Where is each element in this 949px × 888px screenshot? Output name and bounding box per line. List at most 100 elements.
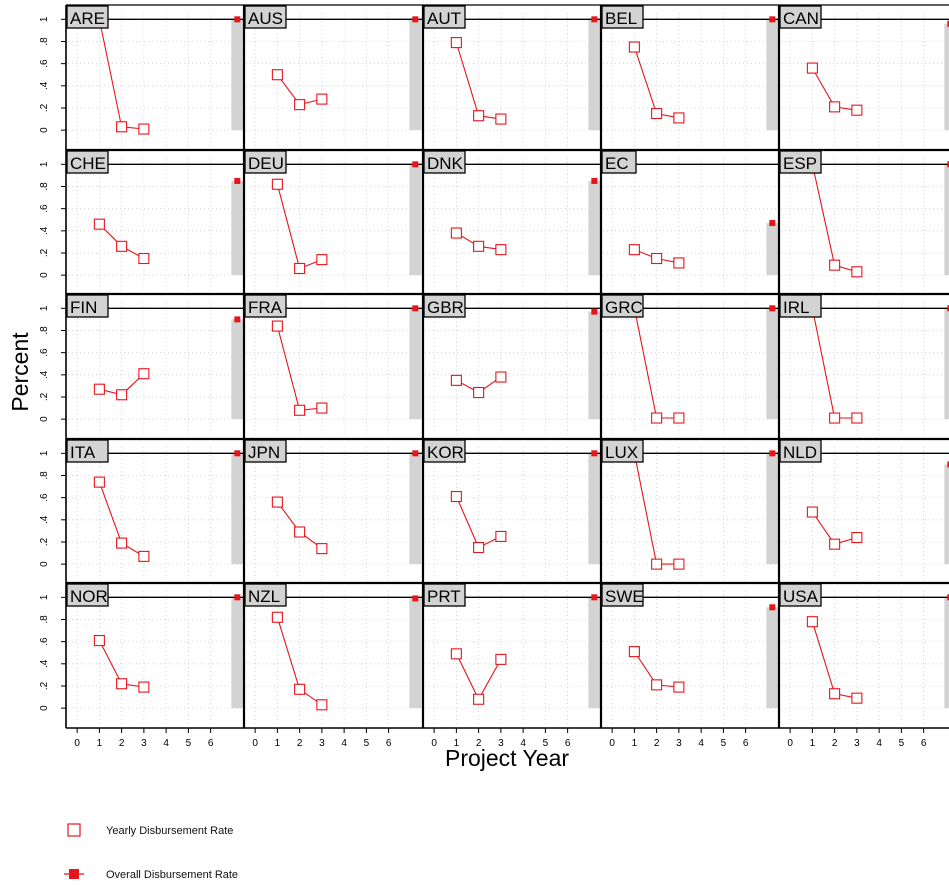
- x-tick-label: 5: [899, 738, 905, 749]
- y-tick-label: .8: [39, 37, 50, 46]
- legend-label-overall: Overall Disbursement Rate: [106, 869, 239, 881]
- y-tick-label: .4: [39, 81, 50, 90]
- overall-point-nzl: [412, 595, 419, 602]
- x-tick-label: 2: [119, 738, 125, 749]
- overall-band-are: [231, 19, 244, 131]
- x-tick-label: 3: [319, 738, 325, 749]
- yearly-point-gbr: [495, 371, 507, 383]
- overall-band-nor: [231, 597, 244, 709]
- yearly-point-aut: [495, 113, 507, 125]
- yearly-point-gbr: [450, 374, 462, 386]
- yearly-point-ita: [93, 476, 105, 488]
- overall-band-bel: [766, 19, 779, 131]
- x-tick-label: 5: [186, 738, 192, 749]
- x-tick-label: 4: [163, 738, 169, 749]
- overall-point-gbr: [591, 308, 598, 315]
- series-line-aut: [455, 42, 501, 120]
- panel-label-nzl: NZL: [248, 587, 280, 606]
- yearly-point-swe: [628, 646, 640, 658]
- overall-band-che: [231, 180, 244, 276]
- yearly-point-usa: [806, 616, 818, 628]
- yearly-point-ita: [116, 537, 128, 549]
- panel-label-jpn: JPN: [248, 443, 280, 462]
- panel-label-nor: NOR: [70, 587, 108, 606]
- yearly-point-irl: [829, 412, 841, 424]
- y-tick-label: .8: [39, 182, 50, 191]
- yearly-point-ec: [651, 252, 663, 265]
- x-tick-label: 2: [654, 738, 660, 749]
- yearly-point-nor: [138, 681, 150, 693]
- overall-point-usa: [947, 594, 949, 601]
- overall-band-usa: [944, 597, 949, 709]
- y-tick-label: 1: [39, 305, 50, 311]
- y-tick-label: .6: [39, 59, 50, 68]
- yearly-point-dnk: [495, 244, 507, 256]
- yearly-point-ec: [628, 244, 640, 256]
- overall-point-nld: [947, 461, 949, 468]
- y-tick-label: .6: [39, 348, 50, 357]
- x-tick-label: 2: [297, 738, 303, 749]
- panel-label-esp: ESP: [783, 154, 817, 173]
- x-tick-label: 0: [252, 738, 258, 749]
- overall-band-fra: [409, 308, 422, 420]
- overall-point-fra: [412, 305, 419, 312]
- overall-point-aus: [412, 16, 419, 23]
- overall-point-irl: [947, 305, 949, 312]
- yearly-point-deu: [316, 254, 328, 266]
- series-line-prt: [455, 653, 502, 701]
- x-tick-label: 6: [565, 738, 571, 749]
- x-tick-label: 1: [632, 738, 638, 749]
- series-line-are: [98, 19, 144, 130]
- overall-point-lux: [769, 450, 776, 457]
- yearly-point-fra: [294, 404, 306, 416]
- yearly-point-che: [138, 252, 150, 265]
- overall-band-gbr: [588, 311, 601, 420]
- overall-point-kor: [591, 450, 598, 457]
- yearly-point-prt: [495, 653, 507, 665]
- panel-label-grc: GRC: [605, 298, 643, 317]
- overall-point-deu: [412, 161, 419, 168]
- yearly-point-can: [851, 104, 863, 116]
- overall-band-can: [944, 23, 949, 131]
- yearly-point-usa: [829, 688, 841, 700]
- x-tick-label: 3: [498, 738, 504, 749]
- yearly-point-kor: [450, 490, 462, 503]
- panel-label-box-are: [66, 5, 109, 29]
- x-tick-label: 5: [364, 738, 370, 749]
- panel-label-are: ARE: [70, 9, 105, 28]
- x-tick-label: 2: [476, 738, 482, 749]
- panel-label-can: CAN: [783, 9, 819, 28]
- overall-band-lux: [766, 453, 779, 565]
- panel-label-lux: LUX: [605, 443, 638, 462]
- x-tick-label: 3: [141, 738, 147, 749]
- yearly-point-nld: [851, 531, 863, 544]
- panel-label-swe: SWE: [605, 587, 644, 606]
- yearly-point-deu: [271, 178, 283, 190]
- yearly-point-esp: [851, 266, 863, 278]
- yearly-point-bel: [651, 107, 663, 120]
- overall-point-ita: [234, 450, 241, 457]
- y-tick-label: 0: [39, 416, 50, 422]
- panel-label-nld: NLD: [783, 443, 817, 462]
- yearly-point-fin: [138, 368, 150, 380]
- y-tick-label: 0: [39, 127, 50, 133]
- x-tick-label: 3: [676, 738, 682, 749]
- yearly-point-deu: [294, 262, 306, 275]
- yearly-point-bel: [628, 41, 640, 53]
- y-tick-label: .6: [39, 637, 50, 646]
- panel-label-ec: EC: [605, 154, 629, 173]
- overall-point-swe: [769, 604, 776, 611]
- yearly-point-irl: [851, 412, 863, 424]
- y-tick-label: .4: [39, 515, 50, 524]
- yearly-point-prt: [473, 693, 485, 705]
- overall-band-grc: [766, 308, 779, 420]
- series-line-irl: [811, 308, 857, 419]
- overall-point-ec: [769, 220, 776, 227]
- yearly-point-usa: [851, 692, 863, 704]
- x-tick-label: 0: [74, 738, 80, 749]
- overall-band-fin: [231, 319, 244, 420]
- overall-point-jpn: [412, 450, 419, 457]
- yearly-point-nld: [806, 506, 818, 518]
- overall-point-can: [947, 20, 949, 27]
